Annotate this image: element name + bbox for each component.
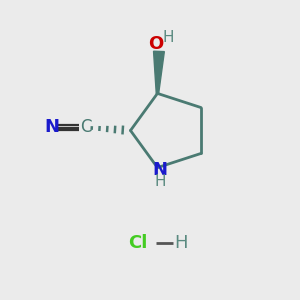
Text: N: N	[152, 161, 167, 179]
Text: C: C	[80, 118, 91, 136]
Text: O: O	[148, 35, 164, 53]
Text: N: N	[44, 118, 59, 136]
Text: H: H	[154, 175, 166, 190]
Text: H: H	[163, 29, 174, 44]
Text: Cl: Cl	[128, 234, 148, 252]
Text: H: H	[175, 234, 188, 252]
Polygon shape	[154, 51, 164, 94]
